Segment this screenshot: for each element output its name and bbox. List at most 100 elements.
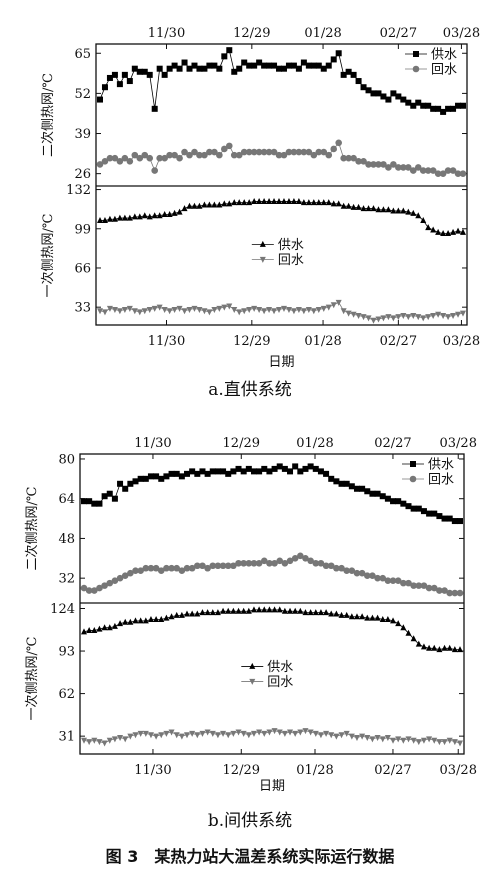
data-point [256, 307, 263, 314]
data-point [181, 148, 188, 156]
data-point [199, 609, 206, 616]
data-point [315, 199, 322, 206]
data-point [390, 498, 397, 505]
data-point [285, 62, 292, 69]
data-point [246, 62, 253, 69]
data-point [435, 228, 442, 235]
data-point [405, 99, 412, 106]
data-point [380, 315, 387, 322]
data-point [457, 518, 463, 525]
data-point [410, 505, 417, 512]
legend-label: 回水 [267, 675, 293, 690]
x-tick-label-bottom: 03/28 [443, 334, 480, 349]
data-point [409, 167, 417, 174]
data-point [338, 480, 345, 487]
data-point [365, 87, 372, 94]
data-point [305, 62, 312, 69]
data-point [186, 202, 193, 209]
data-point [121, 307, 128, 314]
data-point [338, 564, 345, 572]
data-point [410, 635, 417, 642]
data-point [436, 646, 443, 653]
data-point [96, 161, 104, 168]
data-point [285, 197, 292, 204]
x-tick-label-top: 02/27 [374, 436, 411, 451]
data-point [317, 468, 324, 475]
data-point [302, 465, 309, 472]
data-point [271, 197, 278, 204]
data-point [320, 305, 327, 312]
data-point [364, 614, 371, 621]
data-point [345, 68, 352, 75]
data-point [141, 308, 148, 315]
data-point [184, 470, 191, 477]
data-point [163, 730, 170, 737]
series-bottom-0 [97, 197, 466, 237]
data-point [400, 96, 407, 103]
y-tick-label: 93 [58, 645, 75, 660]
x-tick-label-top: 11/30 [148, 26, 185, 41]
data-point [178, 567, 186, 575]
legend-marker [412, 65, 420, 73]
data-point [196, 151, 203, 159]
data-point [359, 613, 366, 620]
data-point [214, 562, 222, 570]
data-point [265, 148, 273, 156]
data-point [91, 737, 98, 744]
data-point [181, 59, 188, 66]
data-point [240, 468, 247, 475]
data-point [340, 154, 347, 162]
data-point [236, 65, 243, 72]
data-point [415, 505, 422, 512]
data-point [194, 732, 201, 739]
data-point [281, 607, 288, 614]
data-point [420, 582, 428, 589]
data-point [374, 735, 381, 742]
data-point [191, 305, 198, 312]
data-point [450, 312, 457, 319]
data-point [86, 626, 93, 633]
data-point [157, 567, 165, 575]
data-point [281, 465, 288, 472]
subfigure-caption: a.直供系统 [208, 380, 292, 400]
data-point [310, 151, 318, 159]
data-point [290, 197, 297, 204]
legend-marker [249, 678, 256, 685]
data-point [430, 584, 438, 592]
data-point [147, 732, 154, 739]
data-point [219, 562, 227, 570]
x-tick-label-top: 01/28 [304, 26, 341, 41]
data-point [231, 199, 238, 206]
legend-label: 供水 [428, 458, 454, 473]
data-point [312, 465, 319, 472]
data-point [136, 309, 143, 316]
data-point [360, 158, 367, 165]
y-tick-label: 132 [66, 183, 91, 198]
data-point [317, 559, 325, 567]
data-point [146, 213, 153, 220]
data-point [390, 737, 397, 744]
data-point [292, 730, 299, 737]
data-point [117, 735, 124, 742]
data-point [116, 308, 123, 315]
data-point [137, 617, 144, 624]
data-point [256, 606, 263, 613]
data-point [343, 567, 350, 575]
data-point [450, 105, 457, 112]
data-point [141, 212, 148, 219]
data-point [131, 65, 138, 72]
data-point [360, 205, 367, 212]
data-point [320, 199, 327, 206]
data-point [91, 500, 98, 507]
data-point [261, 730, 268, 737]
data-point [305, 307, 312, 314]
data-point [166, 211, 173, 218]
data-point [444, 167, 452, 174]
data-point [225, 732, 232, 739]
x-tick-label-bottom: 01/28 [296, 763, 333, 778]
data-point [191, 148, 198, 156]
data-point [315, 148, 323, 156]
